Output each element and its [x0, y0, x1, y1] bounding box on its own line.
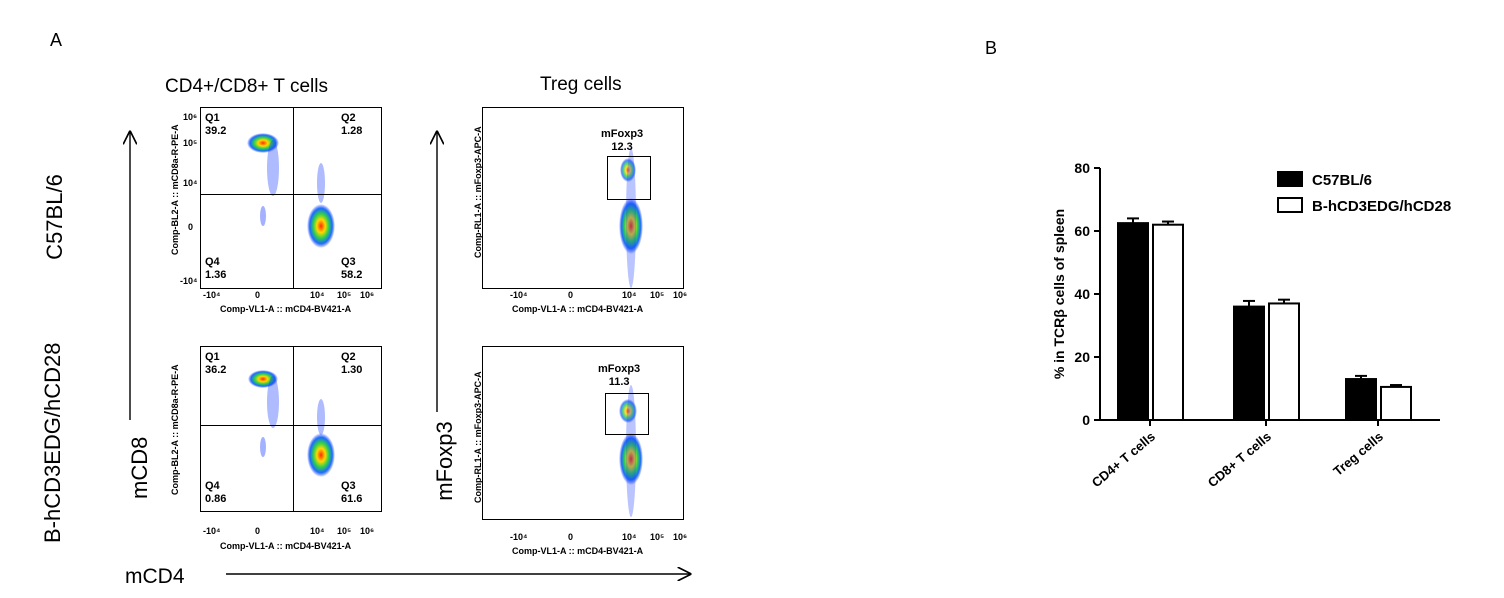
mfoxp3-gate-label: mFoxp3 11.3	[598, 363, 641, 388]
big-x-label-mcd4: mCD4	[125, 565, 185, 588]
x-axis-label-c57-cd4cd8: Comp-VL1-A :: mCD4-BV421-A	[220, 304, 352, 314]
x-tick: 0	[568, 290, 574, 300]
q3-label: Q3 61.6	[341, 480, 363, 505]
q1-label: Q1 36.2	[205, 351, 227, 376]
x-tick: -10⁴	[203, 526, 221, 536]
q1-label: Q1 39.2	[205, 112, 227, 137]
x-tick: 0	[255, 526, 261, 536]
x-tick: 10⁴	[622, 532, 637, 542]
q2-label: Q2 1.28	[341, 112, 363, 137]
x-tick: 10⁶	[360, 526, 375, 536]
x-tick: 10⁶	[673, 532, 688, 542]
x-tick: 10⁵	[337, 526, 352, 536]
y-tick: -10⁴	[180, 276, 198, 286]
bar	[1268, 302, 1300, 421]
y-tick-label: 80	[1074, 160, 1090, 176]
y-tick-label: 0	[1082, 412, 1090, 428]
y-axis-label-c57-treg: Comp-RL1-A :: mFoxp3-APC-A	[473, 126, 483, 258]
x-tick: 10⁵	[650, 532, 665, 542]
x-tick: 10⁴	[310, 526, 325, 536]
bar	[1380, 385, 1412, 422]
y-axis-title: % in TCRβ cells of spleen	[1051, 209, 1067, 379]
x-tick: -10⁴	[510, 290, 528, 300]
quad-h-line	[201, 425, 381, 426]
density-c57-treg	[619, 148, 643, 288]
x-tick: 10⁵	[337, 290, 352, 300]
x-tick-label: Treg cells	[1330, 429, 1386, 479]
flow-plot-c57-cd4cd8: Q1 39.2 Q2 1.28 Q4 1.36 Q3 58.2	[200, 107, 382, 289]
flow-plot-h-cd4cd8: Q1 36.2 Q2 1.30 Q4 0.86 Q3 61.6	[200, 346, 382, 512]
quad-v-line	[293, 347, 294, 511]
mfoxp3-gate-label: mFoxp3 12.3	[601, 128, 644, 153]
y-tick-label: 20	[1074, 349, 1090, 365]
x-tick: -10⁴	[203, 290, 221, 300]
y-axis-label-c57-cd4cd8: Comp-BL2-A :: mCD8a-R-PE-A	[170, 124, 180, 255]
legend-label: C57BL/6	[1312, 172, 1372, 189]
q4-label: Q4 0.86	[205, 480, 227, 505]
y-axis-label-h-cd4cd8: Comp-BL2-A :: mCD8a-R-PE-A	[170, 364, 180, 495]
density-c57-cd4cd8	[247, 133, 335, 248]
density-h-cd4cd8	[248, 370, 335, 477]
y-tick-label: 40	[1074, 286, 1090, 302]
legend-label: B-hCD3EDG/hCD28	[1312, 198, 1451, 215]
panel-b-letter: B	[985, 38, 998, 58]
density-h-treg	[619, 385, 643, 517]
q4-label: Q4 1.36	[205, 256, 227, 281]
y-tick-label: 60	[1074, 223, 1090, 239]
y-tick: 0	[188, 222, 194, 232]
flow-plot-h-treg: mFoxp3 11.3	[482, 346, 684, 520]
x-tick: 10⁶	[673, 290, 688, 300]
x-tick: 0	[255, 290, 261, 300]
col-title-cd4cd8: CD4+/CD8+ T cells	[165, 76, 328, 97]
quad-v-line	[293, 108, 294, 288]
x-tick: -10⁴	[510, 532, 528, 542]
x-tick: 10⁴	[622, 290, 637, 300]
mfoxp3-gate	[607, 156, 651, 200]
bar	[1152, 223, 1184, 421]
bar-chart: 0 20 40 60 80 % in TCRβ cells of spleen CD4+ T…	[1051, 160, 1451, 490]
quad-h-line	[201, 194, 381, 195]
y-tick: 10⁵	[183, 138, 198, 148]
x-tick-label: CD4+ T cells	[1089, 429, 1158, 490]
legend-swatch	[1277, 197, 1303, 213]
q2-label: Q2 1.30	[341, 351, 363, 376]
legend-swatch	[1277, 171, 1303, 187]
x-axis-label-h-cd4cd8: Comp-VL1-A :: mCD4-BV421-A	[220, 541, 352, 551]
mfoxp3-gate	[605, 393, 649, 435]
q3-label: Q3 58.2	[341, 256, 363, 281]
x-tick: 10⁶	[360, 290, 375, 300]
x-tick: 10⁴	[310, 290, 325, 300]
x-axis-label-c57-treg: Comp-VL1-A :: mCD4-BV421-A	[512, 304, 644, 314]
bar	[1117, 222, 1149, 421]
x-tick: 10⁵	[650, 290, 665, 300]
bar	[1345, 378, 1377, 422]
y-tick: 10⁴	[183, 178, 198, 188]
flow-plot-c57-treg: mFoxp3 12.3	[482, 107, 684, 289]
x-tick-label: CD8+ T cells	[1205, 429, 1274, 490]
y-tick: 10⁶	[183, 112, 198, 122]
bar	[1233, 305, 1265, 422]
x-axis-label-h-treg: Comp-VL1-A :: mCD4-BV421-A	[512, 546, 644, 556]
panel-a-letter: A	[50, 30, 63, 50]
col-title-treg: Treg cells	[540, 74, 622, 95]
y-axis-label-h-treg: Comp-RL1-A :: mFoxp3-APC-A	[473, 371, 483, 503]
x-tick: 0	[568, 532, 574, 542]
